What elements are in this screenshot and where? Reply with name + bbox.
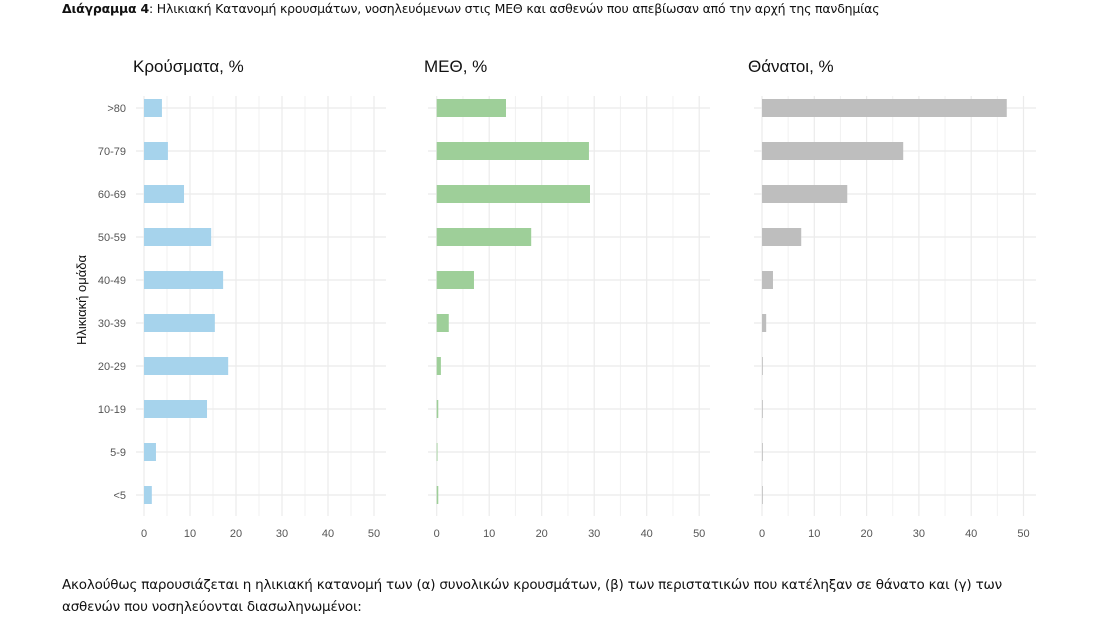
bar-5-9 [436, 443, 438, 461]
bar-50-59 [762, 228, 802, 246]
bar-40-49 [144, 271, 224, 289]
bar->80 [436, 99, 506, 117]
bar-70-79 [436, 142, 589, 160]
bar->80 [762, 99, 1007, 117]
x-tick-label: 10 [184, 528, 196, 540]
x-tick-label: 30 [588, 528, 600, 540]
x-tick-label: 20 [230, 528, 242, 540]
x-tick-label: 0 [141, 528, 147, 540]
x-tick-label: 30 [276, 528, 288, 540]
y-tick-label: >80 [107, 103, 126, 115]
x-tick-label: 50 [368, 528, 380, 540]
bar-20-29 [436, 357, 441, 375]
bar-30-39 [762, 314, 767, 332]
bar-60-69 [762, 185, 848, 203]
x-tick-label: 20 [536, 528, 548, 540]
bar-50-59 [436, 228, 532, 246]
y-axis-label: Ηλικιακή ομάδα [74, 255, 89, 345]
y-tick-label: 60-69 [98, 189, 126, 201]
bar-30-39 [436, 314, 449, 332]
bar-50-59 [144, 228, 212, 246]
bar-5-9 [144, 443, 156, 461]
bar->80 [144, 99, 162, 117]
bar-60-69 [436, 185, 590, 203]
caption-text: : Ηλικιακή Κατανομή κρουσμάτων, νοσηλευό… [149, 1, 880, 16]
body-paragraph: Ακολούθως παρουσιάζεται η ηλικιακή καταν… [62, 577, 1002, 615]
y-tick-label: 40-49 [98, 275, 126, 287]
bar-10-19 [762, 400, 763, 418]
panel-title: Κρούσματα, % [133, 57, 244, 76]
bar-<5 [762, 486, 763, 504]
panel-title: ΜΕΘ, % [424, 57, 487, 76]
x-tick-label: 50 [1017, 528, 1029, 540]
bar-70-79 [144, 142, 168, 160]
bar-20-29 [144, 357, 229, 375]
bar-5-9 [762, 443, 763, 461]
y-tick-label: 20-29 [98, 361, 126, 373]
y-tick-label: 5-9 [110, 447, 126, 459]
bar-40-49 [436, 271, 474, 289]
y-tick-label: 30-39 [98, 318, 126, 330]
y-tick-label: 10-19 [98, 404, 126, 416]
panel-title: Θάνατοι, % [748, 57, 834, 76]
bar-10-19 [436, 400, 439, 418]
y-tick-label: 70-79 [98, 146, 126, 158]
caption-label: Διάγραμμα 4 [62, 1, 150, 16]
x-tick-label: 40 [322, 528, 334, 540]
x-tick-label: 20 [860, 528, 872, 540]
bar-60-69 [144, 185, 185, 203]
bar-40-49 [762, 271, 773, 289]
x-tick-label: 30 [913, 528, 925, 540]
x-tick-label: 40 [641, 528, 653, 540]
x-tick-label: 10 [808, 528, 820, 540]
y-tick-label: <5 [113, 490, 126, 502]
bar-<5 [436, 486, 439, 504]
bar-70-79 [762, 142, 904, 160]
x-tick-label: 10 [483, 528, 495, 540]
bar-20-29 [762, 357, 763, 375]
bar-10-19 [144, 400, 208, 418]
y-tick-label: 50-59 [98, 232, 126, 244]
x-tick-label: 0 [434, 528, 440, 540]
age-distribution-chart: Κρούσματα, % >80 70-79 60-69 50-59 40-49 30-39… [74, 57, 1036, 540]
figure-caption: Διάγραμμα 4: Ηλικιακή Κατανομή κρουσμάτω… [62, 1, 880, 16]
x-tick-label: 50 [693, 528, 705, 540]
bar-<5 [144, 486, 152, 504]
bar-30-39 [144, 314, 215, 332]
x-tick-label: 0 [759, 528, 765, 540]
x-tick-label: 40 [965, 528, 977, 540]
